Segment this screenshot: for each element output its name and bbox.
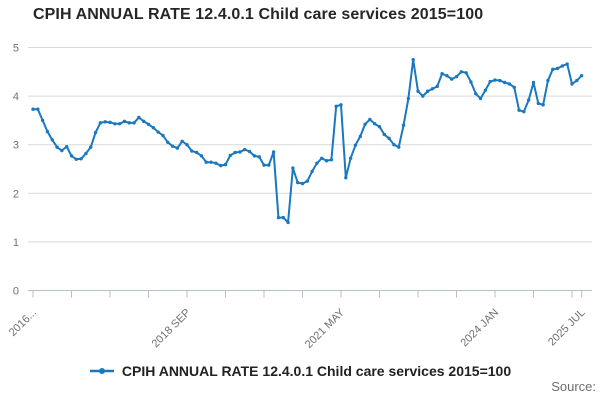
svg-text:5: 5 — [13, 43, 19, 55]
gridlines — [28, 47, 592, 243]
legend-label: CPIH ANNUAL RATE 12.4.0.1 Child care ser… — [121, 363, 512, 379]
svg-text:4: 4 — [13, 91, 19, 103]
legend-line-marker-icon — [89, 368, 114, 374]
x-axis — [28, 290, 592, 298]
svg-text:0: 0 — [13, 286, 19, 298]
svg-text:2016...: 2016... — [7, 307, 39, 339]
svg-text:3: 3 — [13, 140, 19, 152]
series-line — [32, 58, 583, 224]
svg-text:2024 JAN: 2024 JAN — [458, 307, 501, 350]
source-label: Source: — [551, 379, 596, 394]
time-series-chart: 0 1 2 3 4 5 2016... 2018 SEP 2021 MAY 2024 JAN 202… — [7, 43, 592, 351]
svg-text:2025 JUL: 2025 JUL — [546, 307, 588, 349]
x-axis-labels: 2016... 2018 SEP 2021 MAY 2024 JAN 2025 JUL — [7, 306, 588, 351]
svg-text:2: 2 — [13, 188, 19, 200]
legend: CPIH ANNUAL RATE 12.4.0.1 Child care ser… — [0, 363, 600, 379]
svg-text:2018 SEP: 2018 SEP — [150, 307, 194, 351]
chart-title: CPIH ANNUAL RATE 12.4.0.1 Child care ser… — [33, 6, 484, 23]
data-point-markers — [31, 57, 584, 225]
svg-text:1: 1 — [13, 237, 19, 249]
y-axis-labels: 0 1 2 3 4 5 — [13, 43, 19, 298]
svg-text:2021 MAY: 2021 MAY — [303, 306, 348, 351]
